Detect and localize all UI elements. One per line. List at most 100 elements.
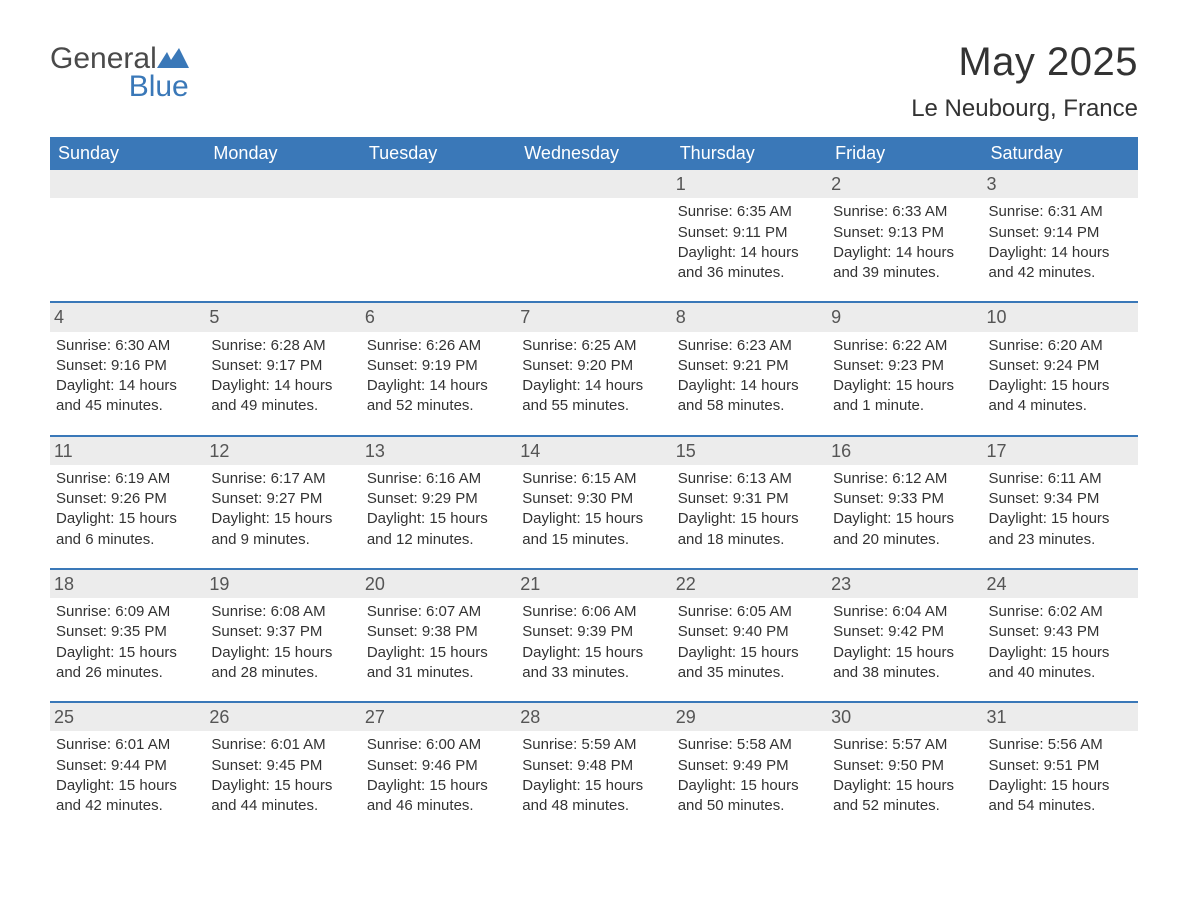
sunset-text: Sunset: 9:51 PM [989, 756, 1132, 776]
sunrise-text: Sunrise: 6:26 AM [367, 336, 510, 356]
daylight-text: Daylight: 15 hours and 48 minutes. [522, 776, 665, 817]
week-daynum-row: 45678910 [50, 302, 1138, 331]
day-number: 3 [983, 170, 1138, 198]
header: General Blue May 2025 Le Neubourg, Franc… [50, 40, 1138, 131]
day-cell: Sunrise: 6:02 AMSunset: 9:43 PMDaylight:… [989, 598, 1132, 683]
sunrise-text: Sunrise: 6:31 AM [989, 202, 1132, 222]
sunset-text: Sunset: 9:33 PM [833, 489, 976, 509]
day-number-empty [205, 170, 360, 198]
day-number-empty [361, 170, 516, 198]
sunset-text: Sunset: 9:50 PM [833, 756, 976, 776]
daylight-text: Daylight: 15 hours and 54 minutes. [989, 776, 1132, 817]
sunrise-text: Sunrise: 6:00 AM [367, 735, 510, 755]
sunrise-text: Sunrise: 6:01 AM [211, 735, 354, 755]
sunrise-text: Sunrise: 6:15 AM [522, 469, 665, 489]
day-cell: Sunrise: 6:08 AMSunset: 9:37 PMDaylight:… [211, 598, 354, 683]
sunset-text: Sunset: 9:14 PM [989, 223, 1132, 243]
calendar-header-row: SundayMondayTuesdayWednesdayThursdayFrid… [50, 137, 1138, 170]
day-number: 2 [827, 170, 982, 198]
day-cell: Sunrise: 6:13 AMSunset: 9:31 PMDaylight:… [678, 465, 821, 550]
sunrise-text: Sunrise: 6:16 AM [367, 469, 510, 489]
sunrise-text: Sunrise: 6:11 AM [989, 469, 1132, 489]
daylight-text: Daylight: 15 hours and 33 minutes. [522, 643, 665, 684]
day-cell: Sunrise: 6:11 AMSunset: 9:34 PMDaylight:… [989, 465, 1132, 550]
sunrise-text: Sunrise: 6:06 AM [522, 602, 665, 622]
sunrise-text: Sunrise: 5:59 AM [522, 735, 665, 755]
sunset-text: Sunset: 9:45 PM [211, 756, 354, 776]
daylight-text: Daylight: 14 hours and 58 minutes. [678, 376, 821, 417]
day-number: 17 [983, 437, 1138, 465]
daylight-text: Daylight: 14 hours and 39 minutes. [833, 243, 976, 284]
sunrise-text: Sunrise: 6:30 AM [56, 336, 199, 356]
day-number: 18 [50, 570, 205, 598]
week-daynum-row: 25262728293031 [50, 702, 1138, 731]
day-cell: Sunrise: 6:28 AMSunset: 9:17 PMDaylight:… [211, 332, 354, 417]
day-cell: Sunrise: 6:25 AMSunset: 9:20 PMDaylight:… [522, 332, 665, 417]
day-number: 5 [205, 303, 360, 331]
week-daynum-row: 11121314151617 [50, 436, 1138, 465]
daylight-text: Daylight: 15 hours and 20 minutes. [833, 509, 976, 550]
day-number: 8 [672, 303, 827, 331]
day-cell: Sunrise: 6:30 AMSunset: 9:16 PMDaylight:… [56, 332, 199, 417]
day-number-empty [50, 170, 205, 198]
sunrise-text: Sunrise: 6:19 AM [56, 469, 199, 489]
day-cell: Sunrise: 5:57 AMSunset: 9:50 PMDaylight:… [833, 731, 976, 816]
calendar-body: 123Sunrise: 6:35 AMSunset: 9:11 PMDaylig… [50, 170, 1138, 834]
sunrise-text: Sunrise: 5:58 AM [678, 735, 821, 755]
day-number: 22 [672, 570, 827, 598]
daylight-text: Daylight: 14 hours and 42 minutes. [989, 243, 1132, 284]
day-cell: Sunrise: 6:22 AMSunset: 9:23 PMDaylight:… [833, 332, 976, 417]
daylight-text: Daylight: 15 hours and 44 minutes. [211, 776, 354, 817]
sunset-text: Sunset: 9:40 PM [678, 622, 821, 642]
daylight-text: Daylight: 14 hours and 36 minutes. [678, 243, 821, 284]
day-number: 26 [205, 703, 360, 731]
week-content-row: Sunrise: 6:30 AMSunset: 9:16 PMDaylight:… [50, 332, 1138, 436]
daylight-text: Daylight: 15 hours and 28 minutes. [211, 643, 354, 684]
day-cell: Sunrise: 6:01 AMSunset: 9:45 PMDaylight:… [211, 731, 354, 816]
day-cell: Sunrise: 6:20 AMSunset: 9:24 PMDaylight:… [989, 332, 1132, 417]
sunrise-text: Sunrise: 6:22 AM [833, 336, 976, 356]
day-cell-empty [516, 198, 671, 302]
sunset-text: Sunset: 9:26 PM [56, 489, 199, 509]
sunset-text: Sunset: 9:44 PM [56, 756, 199, 776]
brand-name-part2: Blue [50, 72, 189, 102]
day-cell: Sunrise: 6:26 AMSunset: 9:19 PMDaylight:… [367, 332, 510, 417]
weekday-header: Sunday [50, 137, 205, 170]
sunset-text: Sunset: 9:48 PM [522, 756, 665, 776]
day-cell-empty [50, 198, 205, 302]
day-number: 15 [672, 437, 827, 465]
day-cell: Sunrise: 6:01 AMSunset: 9:44 PMDaylight:… [56, 731, 199, 816]
sunrise-text: Sunrise: 6:33 AM [833, 202, 976, 222]
sunset-text: Sunset: 9:31 PM [678, 489, 821, 509]
sunrise-text: Sunrise: 6:04 AM [833, 602, 976, 622]
day-cell: Sunrise: 6:23 AMSunset: 9:21 PMDaylight:… [678, 332, 821, 417]
sunrise-text: Sunrise: 6:13 AM [678, 469, 821, 489]
daylight-text: Daylight: 15 hours and 1 minute. [833, 376, 976, 417]
daylight-text: Daylight: 14 hours and 55 minutes. [522, 376, 665, 417]
week-content-row: Sunrise: 6:19 AMSunset: 9:26 PM Daylight:… [50, 465, 1138, 569]
day-cell: Sunrise: 6:17 AMSunset: 9:27 PMDaylight:… [211, 465, 354, 550]
sunset-text: Sunset: 9:21 PM [678, 356, 821, 376]
daylight-text: Daylight: 15 hours and 12 minutes. [367, 509, 510, 550]
daylight-text: Daylight: 14 hours and 52 minutes. [367, 376, 510, 417]
sunrise-text: Sunrise: 6:35 AM [678, 202, 821, 222]
daylight-text: Daylight: 14 hours and 49 minutes. [211, 376, 354, 417]
sunrise-text: Sunrise: 6:23 AM [678, 336, 821, 356]
day-number: 31 [983, 703, 1138, 731]
sunset-text: Sunset: 9:49 PM [678, 756, 821, 776]
sunset-text: Sunset: 9:30 PM [522, 489, 665, 509]
sunset-text: Sunset: 9:43 PM [989, 622, 1132, 642]
day-cell: Sunrise: 6:15 AMSunset: 9:30 PMDaylight:… [522, 465, 665, 550]
weekday-header: Saturday [983, 137, 1138, 170]
sunset-text: Sunset: 9:35 PM [56, 622, 199, 642]
daylight-text: Daylight: 15 hours and 4 minutes. [989, 376, 1132, 417]
sunrise-text: Sunrise: 6:08 AM [211, 602, 354, 622]
sunrise-text: Sunrise: 6:07 AM [367, 602, 510, 622]
daylight-text: Daylight: 15 hours and 9 minutes. [211, 509, 354, 550]
day-cell: Sunrise: 6:16 AMSunset: 9:29 PMDaylight:… [367, 465, 510, 550]
sunset-text: Sunset: 9:20 PM [522, 356, 665, 376]
sunset-text: Sunset: 9:13 PM [833, 223, 976, 243]
weekday-header: Friday [827, 137, 982, 170]
daylight-text: Daylight: 15 hours and 23 minutes. [989, 509, 1132, 550]
day-number-empty [516, 170, 671, 198]
